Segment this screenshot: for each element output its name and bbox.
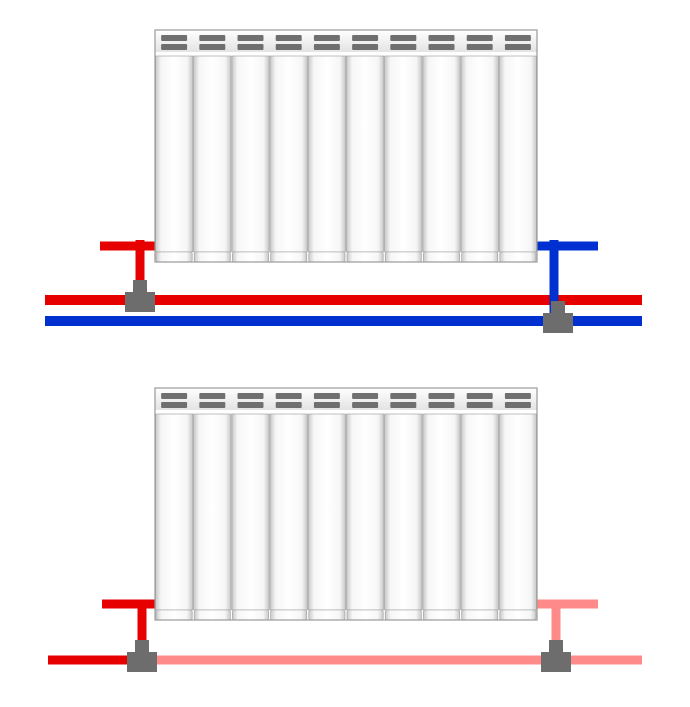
top-supply-tee-fitting-branch: [133, 280, 147, 294]
top-radiator: [155, 30, 537, 262]
bottom-supply-tee-fitting: [127, 652, 157, 672]
bottom-radiator: [155, 388, 537, 620]
top-return-tee-fitting: [543, 313, 573, 333]
bottom-return-tee-fitting-branch: [549, 640, 563, 654]
bottom-supply-tee-fitting-branch: [135, 640, 149, 654]
top-return-tee-fitting-branch: [551, 301, 565, 315]
heating-diagram: [0, 0, 690, 707]
bottom-return-tee-fitting: [541, 652, 571, 672]
top-supply-tee-fitting: [125, 292, 155, 312]
